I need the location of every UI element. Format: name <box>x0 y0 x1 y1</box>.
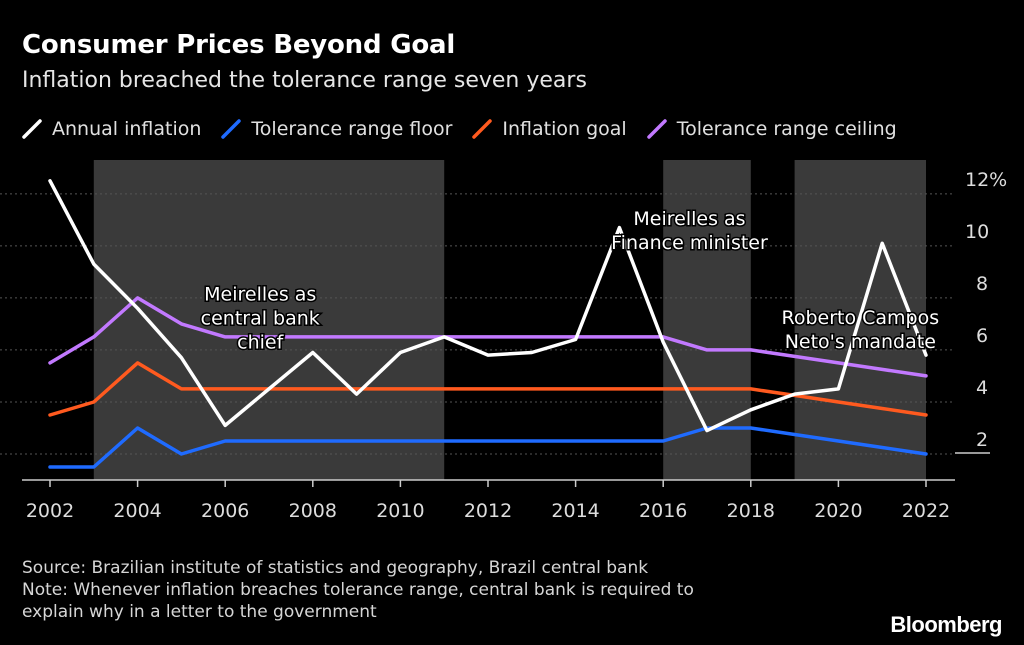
x-tick-label-2002: 2002 <box>26 500 74 522</box>
annotation-1-line-2: central bank <box>201 307 320 329</box>
footer: Source: Brazilian institute of statistic… <box>22 557 694 623</box>
series-lines <box>48 179 928 469</box>
annotation-1-line-3: chief <box>237 331 284 353</box>
legend-label-annual-inflation: Annual inflation <box>52 118 202 140</box>
y-tick-label-8: 8 <box>976 273 988 295</box>
series-line-inflation-goal <box>48 361 928 417</box>
legend-swatch-ceiling <box>646 119 667 139</box>
annotation-3-line-2: Neto's mandate <box>785 331 936 353</box>
chart-title: Consumer Prices Beyond Goal <box>22 30 456 60</box>
series-line-tolerance-range-ceiling <box>48 296 928 378</box>
chart-subtitle: Inflation breached the tolerance range s… <box>22 68 587 93</box>
footnote-line-2: explain why in a letter to the governmen… <box>22 602 377 622</box>
y-tick-label-4: 4 <box>976 377 988 399</box>
x-tick-label-2016: 2016 <box>639 500 687 522</box>
footnote-line-1: Note: Whenever inflation breaches tolera… <box>22 580 694 600</box>
legend: Annual inflation Tolerance range floor I… <box>22 118 917 140</box>
legend-item-ceiling: Tolerance range ceiling <box>646 118 897 140</box>
x-tick-label-2012: 2012 <box>464 500 512 522</box>
x-tick-label-2022: 2022 <box>902 500 950 522</box>
legend-swatch-annual-inflation <box>22 119 42 139</box>
annotation-2-line-2: Finance minister <box>611 232 768 254</box>
legend-line-floor <box>221 119 242 139</box>
legend-item-floor: Tolerance range floor <box>221 118 452 140</box>
legend-swatch-floor <box>221 119 242 139</box>
legend-item-annual-inflation: Annual inflation <box>22 118 201 140</box>
legend-label-floor: Tolerance range floor <box>251 118 453 140</box>
legend-line-goal <box>472 119 493 139</box>
x-tick-label-2008: 2008 <box>289 500 337 522</box>
shaded-period-1 <box>93 160 445 480</box>
y-tick-label-2: 2 <box>976 429 988 451</box>
x-tick-label-2014: 2014 <box>551 500 599 522</box>
x-tick-label-2020: 2020 <box>814 500 862 522</box>
legend-item-goal: Inflation goal <box>472 118 627 140</box>
x-tick-label-2004: 2004 <box>113 500 161 522</box>
legend-line-ceiling <box>646 119 667 139</box>
legend-label-ceiling: Tolerance range ceiling <box>676 118 897 140</box>
axes <box>22 452 990 487</box>
legend-label-goal: Inflation goal <box>502 118 627 140</box>
x-tick-label-2006: 2006 <box>201 500 249 522</box>
y-tick-label-12%: 12% <box>965 169 1007 191</box>
x-tick-labels: 2002 2004 2006 2008 2010 2012 2014 2016 2018 2020… <box>26 500 950 522</box>
series-line-tolerance-range-floor <box>48 426 928 469</box>
source-note: Source: Brazilian institute of statistic… <box>22 558 649 578</box>
legend-line-annual-inflation <box>22 119 42 139</box>
series-line-annual-inflation <box>48 179 928 433</box>
x-tick-label-2018: 2018 <box>727 500 775 522</box>
annotation-2-line-1: Meirelles as <box>633 208 745 230</box>
annotation-1-line-1: Meirelles as <box>204 283 316 305</box>
y-tick-labels: 2 4 6 8 10 12% <box>965 169 1007 451</box>
y-tick-label-10: 10 <box>965 221 989 243</box>
bloomberg-logo: Bloomberg <box>890 612 1002 637</box>
x-tick-label-2010: 2010 <box>376 500 424 522</box>
gridlines <box>0 193 955 455</box>
legend-swatch-goal <box>472 119 493 139</box>
y-tick-label-6: 6 <box>976 325 988 347</box>
annotation-3-line-1: Roberto Campos <box>781 307 939 329</box>
